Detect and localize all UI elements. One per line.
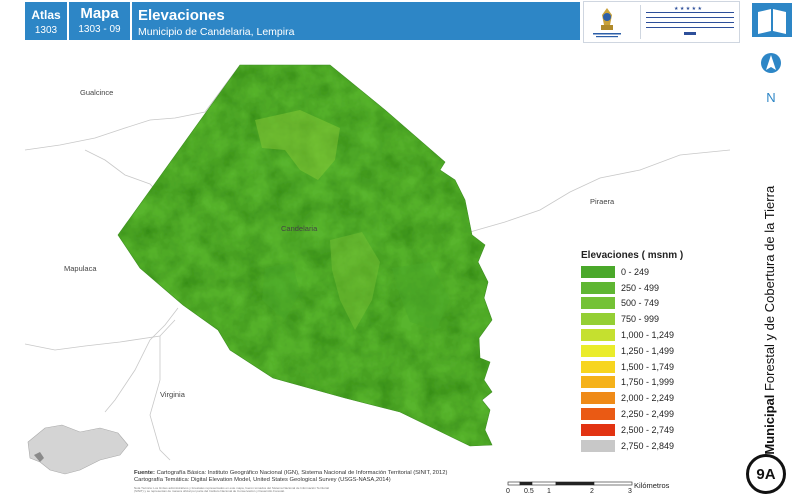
atlas-badge: Atlas 1303	[25, 2, 67, 40]
legend-item: 2,000 - 2,249	[581, 390, 731, 406]
map-number-badge: 9A	[746, 454, 786, 494]
legend-label: 1,250 - 1,499	[621, 345, 675, 356]
legend-item: 0 - 249	[581, 264, 731, 280]
legend-swatch	[581, 281, 615, 294]
place-piraera: Piraera	[590, 197, 615, 206]
scale-tick-3: 3	[628, 488, 632, 495]
vertical-title-rest: Forestal y de Cobertura de la Tierra	[762, 185, 777, 395]
map-area: Gualcince Candelaria Piraera Mapulaca Vi…	[0, 42, 735, 500]
side-panel: N Atlas Municipal Forestal y de Cobertur…	[742, 42, 800, 500]
map-canvas	[24, 64, 731, 475]
place-mapulaca: Mapulaca	[64, 264, 97, 273]
legend-swatch	[581, 344, 615, 357]
legend-label: 750 - 999	[621, 314, 660, 325]
legend-swatch	[581, 423, 615, 436]
legend-swatch	[581, 313, 615, 326]
legend-item: 1,000 - 1,249	[581, 327, 731, 343]
legend-swatch	[581, 439, 615, 452]
atlas-number: 1303	[34, 25, 58, 36]
legend-title: Elevaciones ( msnm )	[581, 250, 684, 261]
legend-items: 0 - 249 250 - 499 500 - 749 750 - 999 1,000 …	[581, 264, 731, 454]
map-label: Mapa	[80, 5, 119, 22]
legend-item: 2,500 - 2,749	[581, 422, 731, 438]
legend-label: 2,500 - 2,749	[621, 424, 675, 435]
map-badge: Mapa 1303 - 09	[69, 2, 130, 40]
legend-swatch	[581, 329, 615, 342]
legend-label: 1,000 - 1,249	[621, 330, 675, 341]
sources-line-1: Cartografía Básica: Instituto Geográfico…	[156, 470, 448, 476]
legend-swatch	[581, 392, 615, 405]
atlas-label: Atlas	[31, 8, 61, 22]
logo-divider	[640, 5, 641, 39]
legend-swatch	[581, 360, 615, 373]
legend-label: 0 - 249	[621, 266, 650, 277]
legend-label: 1,500 - 1,749	[621, 361, 675, 372]
page-subtitle: Municipio de Candelaria, Lempira	[138, 26, 295, 38]
svg-text:★ ★ ★ ★ ★: ★ ★ ★ ★ ★	[674, 6, 702, 12]
government-seal-icon	[593, 8, 621, 38]
technical-note: Nota Técnica: Los límites administrativo…	[134, 486, 329, 494]
place-virginia: Virginia	[160, 390, 185, 399]
scale-unit: Kilómetros	[634, 481, 670, 490]
svg-text:Atlas Municipal Forestal y de: Atlas Municipal Forestal y de Cobertura …	[762, 185, 777, 490]
legend-item: 2,250 - 2,499	[581, 406, 731, 422]
elevation-legend: Elevaciones ( msnm ) 0 - 249 250 - 499 500…	[581, 250, 731, 454]
legend-label: 250 - 499	[621, 282, 660, 293]
legend-item: 500 - 749	[581, 296, 731, 312]
honduras-locator-map	[27, 424, 129, 475]
map-number: 1303 - 09	[78, 24, 121, 35]
sources-line-2: Cartografía Temática: Digital Elevation …	[134, 477, 391, 483]
title-block: Elevaciones Municipio de Candelaria, Lem…	[132, 2, 580, 40]
book-icon	[752, 3, 792, 37]
scale-tick-1: 1	[547, 488, 551, 495]
municipal-boundaries	[24, 64, 731, 461]
vertical-atlas-title: Atlas Municipal Forestal y de Cobertura …	[762, 185, 777, 490]
legend-label: 2,000 - 2,249	[621, 393, 675, 404]
sources-block: Fuente: Cartografía Básica: Instituto Ge…	[134, 470, 464, 484]
header-bar: Atlas 1303 Mapa 1303 - 09 Elevaciones Mu…	[0, 0, 800, 43]
page-title: Elevaciones	[138, 7, 225, 24]
legend-label: 500 - 749	[621, 298, 660, 309]
institution-logos: ★ ★ ★ ★ ★	[583, 1, 740, 43]
legend-item: 2,750 - 2,849	[581, 438, 731, 454]
icf-logo-icon: ★ ★ ★ ★ ★	[646, 6, 734, 35]
place-candelaria: Candelaria	[281, 224, 318, 233]
legend-label: 2,250 - 2,499	[621, 409, 675, 420]
legend-label: 2,750 - 2,849	[621, 440, 675, 451]
place-gualcince: Gualcince	[80, 88, 114, 97]
legend-label: 1,750 - 1,999	[621, 377, 675, 388]
scale-tick-0: 0	[506, 488, 510, 495]
legend-swatch	[581, 265, 615, 278]
legend-item: 1,500 - 1,749	[581, 359, 731, 375]
municipality-outline	[117, 64, 493, 447]
north-arrow-icon: N	[761, 53, 781, 105]
legend-swatch	[581, 376, 615, 389]
legend-item: 250 - 499	[581, 280, 731, 296]
scale-bar: 0 0.5 1 2 3 Kilómetros	[505, 476, 675, 500]
legend-swatch	[581, 297, 615, 310]
north-label: N	[766, 90, 775, 105]
legend-swatch	[581, 408, 615, 421]
scale-tick-2: 2	[590, 488, 594, 495]
scale-tick-0-5: 0.5	[524, 488, 534, 495]
sources-label: Fuente:	[134, 470, 155, 476]
scale-bar-graphic	[507, 481, 633, 486]
legend-item: 1,250 - 1,499	[581, 343, 731, 359]
legend-item: 750 - 999	[581, 311, 731, 327]
legend-item: 1,750 - 1,999	[581, 375, 731, 391]
